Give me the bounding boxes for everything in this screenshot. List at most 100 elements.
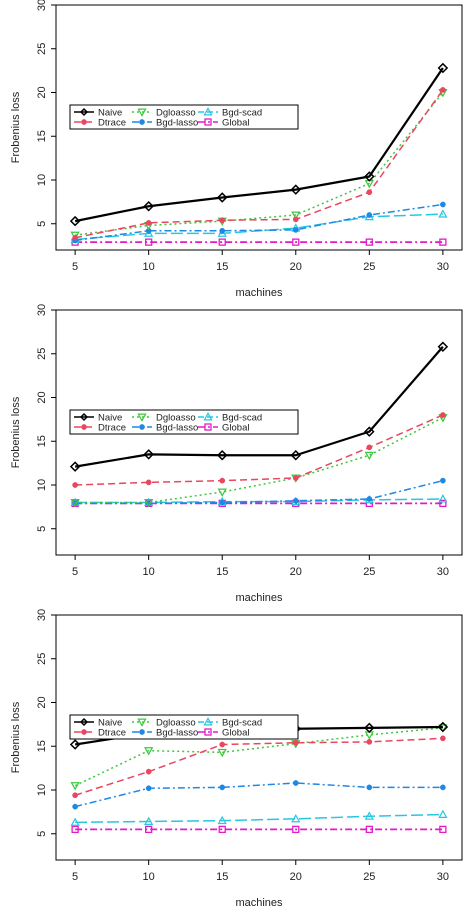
data-point (144, 499, 154, 508)
plot-frame (55, 4, 463, 251)
y-tick-label: 30 (36, 609, 48, 621)
legend-label: Dgloasso (156, 108, 196, 119)
series-line (75, 414, 444, 486)
x-tick-label: 5 (72, 871, 78, 883)
legend-label: Global (222, 728, 249, 739)
y-tick-label: 10 (36, 784, 48, 796)
x-tick-label: 30 (437, 566, 449, 578)
series-line (75, 479, 444, 505)
legend-marker (203, 717, 213, 726)
legend-item: Bgd-scad (198, 412, 262, 424)
data-point (437, 341, 449, 353)
series-line (74, 346, 444, 468)
data-point (440, 412, 446, 418)
series-line (75, 813, 443, 824)
x-axis-label: machines (235, 592, 283, 604)
legend-marker (137, 108, 147, 117)
series-dtrace (72, 735, 446, 799)
x-axis: 5 10 15 20 25 30 (72, 555, 449, 578)
chart-panel-1: 5 10 15 20 25 30 5 10 15 20 25 30 machines Frobenius … (10, 0, 463, 299)
series-global (71, 825, 447, 834)
data-point (437, 62, 449, 74)
y-axis-label: Frobenius loss (10, 91, 22, 163)
legend-label: Dgloasso (156, 718, 196, 729)
legend-label: Global (222, 118, 249, 129)
legend-marker (81, 119, 87, 125)
x-tick-label: 30 (437, 261, 449, 273)
data-point (144, 228, 154, 237)
data-point (292, 475, 299, 481)
x-tick-label: 10 (143, 261, 155, 273)
data-point (364, 451, 374, 461)
data-point (70, 499, 80, 508)
data-point (440, 784, 446, 791)
data-point (145, 768, 152, 775)
data-point (145, 220, 152, 226)
legend-marker (204, 728, 212, 736)
x-tick-label: 10 (143, 871, 155, 883)
data-point (291, 211, 301, 220)
data-point (217, 228, 227, 237)
legend-marker (139, 729, 145, 735)
legend-box (69, 104, 299, 130)
legend-item: Dtrace (74, 118, 126, 129)
series-dtrace (72, 412, 446, 488)
data-point (216, 449, 228, 461)
data-point (292, 238, 300, 246)
legend-label: Naive (98, 413, 122, 424)
data-point (69, 461, 81, 472)
data-point (440, 201, 446, 208)
data-point (217, 748, 227, 758)
legend-label: Dgloasso (156, 413, 196, 424)
data-point (438, 724, 448, 733)
data-point (291, 814, 301, 823)
x-tick-label: 10 (143, 566, 155, 578)
data-point (365, 238, 373, 246)
y-tick-label: 10 (36, 479, 48, 491)
data-point (364, 171, 375, 182)
data-point (366, 496, 373, 502)
series-line (75, 203, 443, 242)
data-point (143, 200, 154, 212)
data-point (437, 721, 449, 733)
data-point (219, 477, 226, 484)
y-axis-label: Frobenius loss (10, 701, 22, 773)
y-tick-label: 20 (36, 696, 48, 708)
y-tick-label: 5 (36, 221, 48, 227)
legend-marker (139, 119, 145, 125)
legend-label: Bgd-scad (222, 108, 262, 119)
x-tick-label: 5 (72, 566, 78, 578)
data-point (292, 825, 300, 834)
data-point (439, 825, 447, 834)
chart-panel-3: 5 10 15 20 25 30 5 10 15 20 25 30 machines Frobenius … (10, 609, 463, 909)
legend-marker (139, 424, 145, 430)
y-tick-label: 30 (36, 0, 48, 11)
x-tick-label: 15 (216, 871, 228, 883)
legend-marker (79, 107, 89, 117)
x-tick-label: 20 (290, 566, 302, 578)
series-line (75, 416, 444, 504)
legend-label: Bgd-scad (222, 718, 262, 729)
data-point (144, 816, 154, 825)
series-line (74, 89, 444, 239)
data-point (144, 747, 154, 756)
data-point (69, 739, 81, 750)
legend-item: Global (198, 728, 249, 739)
chart-panel-2: 5 10 15 20 25 30 5 10 15 20 25 30 machines Frobenius … (10, 304, 463, 604)
y-axis: 5 10 15 20 25 30 (36, 609, 56, 837)
legend-item: Dgloasso (132, 108, 196, 119)
data-point (145, 479, 152, 486)
legend-marker (81, 729, 87, 735)
data-point (69, 215, 81, 227)
data-point (218, 238, 226, 246)
series-naive (69, 62, 449, 227)
y-axis: 5 10 15 20 25 30 (36, 0, 56, 227)
data-point (217, 815, 227, 825)
data-point (71, 825, 79, 834)
data-point (366, 739, 373, 745)
legend-item: Naive (74, 718, 122, 729)
legend-label: Bgd-lasso (156, 728, 198, 739)
data-point (292, 497, 299, 504)
x-axis-label: machines (235, 897, 283, 909)
